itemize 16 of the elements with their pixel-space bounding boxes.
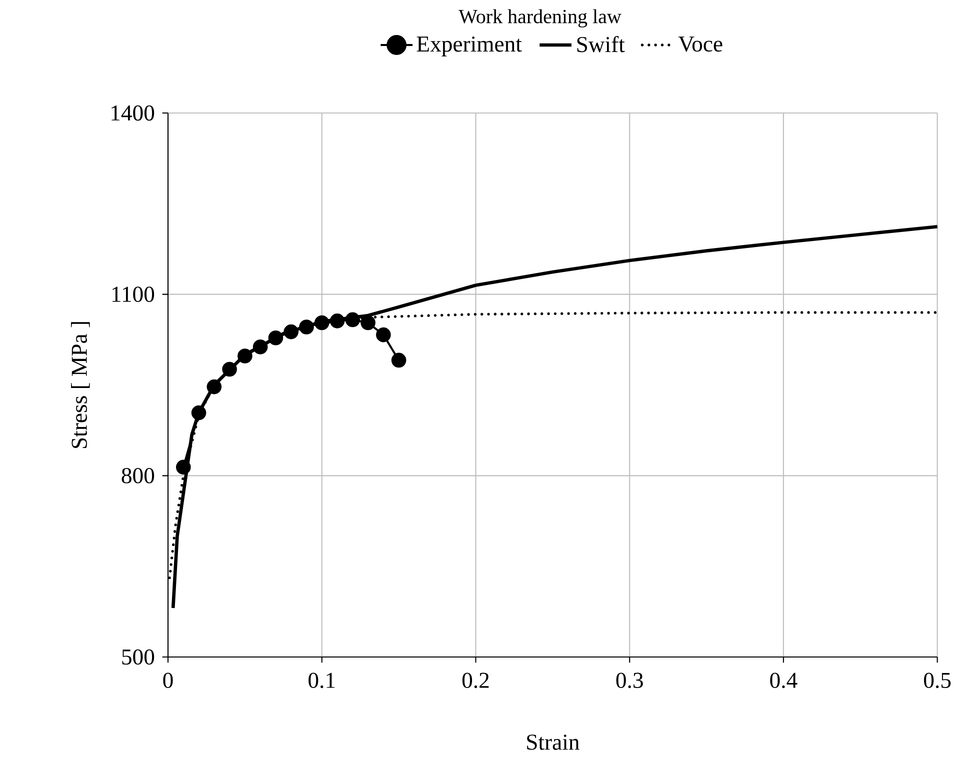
x-tick-label: 0.5 [924, 672, 951, 688]
legend-label: Voce [678, 36, 722, 52]
x-tick-label: 0 [163, 672, 173, 688]
x-tick-label: 0.3 [616, 672, 643, 688]
y-axis-title: Stress [ MPa ] [71, 322, 90, 448]
x-tick-label: 0.4 [770, 672, 798, 688]
y-tick-label: 500 [122, 649, 154, 665]
x-tick-label: 0.2 [462, 672, 489, 688]
y-tick-label: 1100 [112, 286, 154, 302]
x-axis-title: Strain [527, 734, 580, 750]
legend-title: Work hardening law [458, 9, 622, 28]
y-tick-label: 800 [122, 468, 154, 484]
legend-label: Swift [577, 36, 625, 52]
x-tick-label: 0.1 [308, 672, 335, 688]
legend-label: Experiment [416, 36, 522, 56]
y-tick-label: 1400 [112, 105, 154, 121]
